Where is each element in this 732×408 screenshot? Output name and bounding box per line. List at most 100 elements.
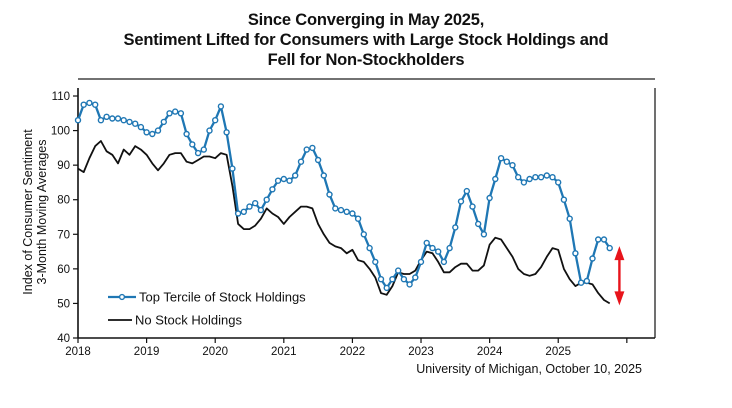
y-tick-label: 110 — [52, 91, 70, 103]
x-tick-label: 2019 — [134, 346, 160, 358]
data-point-top-tercile-of-stock-holdings — [589, 255, 596, 262]
legend-label-top-tercile: Top Tercile of Stock Holdings — [139, 290, 306, 305]
data-point-top-tercile-of-stock-holdings — [440, 258, 448, 266]
data-point-top-tercile-of-stock-holdings — [509, 161, 516, 169]
data-point-top-tercile-of-stock-holdings — [572, 250, 579, 257]
data-point-top-tercile-of-stock-holdings — [389, 276, 396, 283]
data-point-top-tercile-of-stock-holdings — [120, 116, 127, 124]
data-point-top-tercile-of-stock-holdings — [446, 244, 453, 252]
y-tick-label: 70 — [57, 229, 70, 241]
data-point-top-tercile-of-stock-holdings — [171, 108, 179, 115]
data-point-top-tercile-of-stock-holdings — [606, 244, 613, 252]
y-tick-label: 40 — [57, 333, 70, 345]
x-tick-label: 2018 — [65, 346, 91, 358]
data-point-top-tercile-of-stock-holdings — [320, 172, 327, 179]
annotation-layer — [614, 246, 625, 306]
series-line-no-stock-holdings — [77, 140, 611, 305]
plot-frame — [77, 88, 656, 339]
data-point-top-tercile-of-stock-holdings — [103, 113, 110, 121]
x-axis: 2018 2019 2020 2021 2022 2023 2024 2025 — [65, 338, 628, 358]
data-point-top-tercile-of-stock-holdings — [189, 141, 196, 148]
data-point-top-tercile-of-stock-holdings — [469, 203, 476, 210]
y-tick-label: 80 — [57, 195, 70, 207]
data-point-top-tercile-of-stock-holdings — [126, 118, 133, 126]
y-tick-label: 60 — [57, 264, 70, 276]
data-point-top-tercile-of-stock-holdings — [526, 175, 533, 183]
data-point-top-tercile-of-stock-holdings — [515, 173, 522, 181]
data-point-top-tercile-of-stock-holdings — [229, 165, 236, 172]
data-point-top-tercile-of-stock-holdings — [435, 248, 442, 255]
data-point-top-tercile-of-stock-holdings — [417, 258, 425, 266]
data-point-top-tercile-of-stock-holdings — [332, 205, 339, 212]
data-point-top-tercile-of-stock-holdings — [452, 224, 459, 231]
x-tick-label: 2024 — [477, 346, 503, 358]
x-tick-label: 2020 — [202, 346, 228, 358]
data-point-top-tercile-of-stock-holdings — [423, 239, 430, 247]
legend-marker-top-tercile — [118, 293, 126, 301]
data-point-top-tercile-of-stock-holdings — [269, 186, 276, 193]
data-point-top-tercile-of-stock-holdings — [309, 144, 316, 152]
data-point-top-tercile-of-stock-holdings — [532, 173, 539, 181]
x-tick-label: 2022 — [340, 346, 366, 358]
data-point-top-tercile-of-stock-holdings — [383, 284, 390, 292]
data-point-top-tercile-of-stock-holdings — [234, 210, 242, 217]
data-point-top-tercile-of-stock-holdings — [246, 203, 253, 210]
data-point-top-tercile-of-stock-holdings — [400, 276, 408, 283]
data-point-top-tercile-of-stock-holdings — [137, 123, 145, 131]
data-point-top-tercile-of-stock-holdings — [560, 196, 568, 203]
x-tick-label: 2021 — [271, 346, 297, 358]
y-tick-label: 100 — [51, 126, 70, 138]
legend-label-no-stock: No Stock Holdings — [135, 313, 242, 328]
data-point-top-tercile-of-stock-holdings — [577, 279, 585, 286]
data-point-top-tercile-of-stock-holdings — [549, 173, 556, 181]
series-layer — [74, 99, 613, 305]
data-point-top-tercile-of-stock-holdings — [372, 258, 379, 266]
data-point-top-tercile-of-stock-holdings — [280, 175, 287, 183]
title-line-2: Sentiment Lifted for Consumers with Larg… — [123, 31, 609, 49]
data-point-top-tercile-of-stock-holdings — [194, 149, 202, 157]
data-point-top-tercile-of-stock-holdings — [480, 231, 488, 238]
data-point-top-tercile-of-stock-holdings — [149, 130, 156, 138]
legend: Top Tercile of Stock Holdings No Stock H… — [108, 290, 306, 328]
data-point-top-tercile-of-stock-holdings — [360, 231, 367, 238]
data-point-top-tercile-of-stock-holdings — [366, 244, 373, 252]
data-point-top-tercile-of-stock-holdings — [412, 274, 419, 281]
x-tick-label: 2025 — [545, 346, 571, 358]
data-point-top-tercile-of-stock-holdings — [520, 179, 528, 186]
data-point-top-tercile-of-stock-holdings — [343, 208, 350, 216]
data-point-top-tercile-of-stock-holdings — [86, 99, 93, 107]
data-point-top-tercile-of-stock-holdings — [354, 215, 362, 222]
data-point-top-tercile-of-stock-holdings — [475, 220, 482, 228]
data-point-top-tercile-of-stock-holdings — [566, 215, 573, 222]
source-note: University of Michigan, October 10, 2025 — [416, 362, 642, 376]
data-point-top-tercile-of-stock-holdings — [600, 236, 608, 243]
data-point-top-tercile-of-stock-holdings — [183, 130, 190, 138]
data-point-top-tercile-of-stock-holdings — [395, 267, 402, 274]
data-point-top-tercile-of-stock-holdings — [463, 187, 470, 195]
data-point-top-tercile-of-stock-holdings — [297, 158, 305, 165]
y-axis-label-line-1: Index of Consumer Sentiment — [21, 129, 35, 295]
data-point-top-tercile-of-stock-holdings — [143, 129, 150, 136]
data-point-top-tercile-of-stock-holdings — [406, 281, 413, 288]
data-point-top-tercile-of-stock-holdings — [74, 116, 82, 124]
data-point-top-tercile-of-stock-holdings — [211, 116, 219, 124]
data-point-top-tercile-of-stock-holdings — [80, 101, 87, 108]
data-point-top-tercile-of-stock-holdings — [109, 115, 116, 122]
data-point-top-tercile-of-stock-holdings — [292, 172, 299, 179]
y-axis-label-line-2: 3-Month Moving Averages — [35, 140, 49, 285]
data-point-top-tercile-of-stock-holdings — [286, 177, 293, 184]
data-point-top-tercile-of-stock-holdings — [91, 101, 99, 108]
data-point-top-tercile-of-stock-holdings — [154, 127, 162, 134]
data-point-top-tercile-of-stock-holdings — [337, 206, 345, 214]
data-point-top-tercile-of-stock-holdings — [349, 210, 356, 217]
data-point-top-tercile-of-stock-holdings — [274, 177, 282, 184]
x-tick-label: 2023 — [408, 346, 434, 358]
data-point-top-tercile-of-stock-holdings — [326, 191, 333, 198]
gap-arrow-head-top — [614, 246, 625, 261]
data-point-top-tercile-of-stock-holdings — [217, 103, 225, 110]
data-point-top-tercile-of-stock-holdings — [166, 110, 173, 117]
data-point-top-tercile-of-stock-holdings — [377, 276, 385, 283]
title-line-3: Fell for Non-Stockholders — [267, 51, 465, 69]
chart-title: Since Converging in May 2025, Sentiment … — [0, 10, 732, 70]
